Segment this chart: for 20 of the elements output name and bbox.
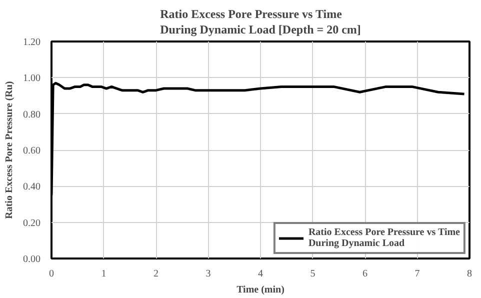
y-tick-label: 1.00 — [23, 73, 40, 84]
x-tick-label: 4 — [258, 268, 263, 280]
x-tick-label: 0 — [49, 268, 54, 280]
y-tick-label: 0.20 — [23, 218, 40, 229]
x-axis-title: Time (min) — [236, 284, 284, 296]
y-tick-label: 0.00 — [23, 254, 40, 265]
x-tick-label: 7 — [414, 268, 420, 280]
y-tick-label: 0.40 — [23, 182, 40, 193]
x-tick-label: 2 — [154, 268, 158, 280]
y-tick-label: 0.60 — [23, 146, 40, 156]
x-tick-label: 5 — [310, 268, 316, 280]
y-axis-title: Ratio Excess Pore Pressure (Ru) — [4, 81, 15, 219]
legend-label: Ratio Excess Pore Pressure vs Time During Dynamic Load — [308, 227, 460, 249]
x-tick-label: 6 — [362, 268, 368, 280]
x-tick-label: 8 — [467, 268, 472, 280]
x-tick-label: 1 — [101, 268, 106, 280]
y-tick-label: 0.80 — [23, 109, 40, 120]
chart-title: Ratio Excess Pore Pressure vs Time During Dynamic Load [Depth = 20 cm] — [160, 7, 361, 36]
x-tick-label: 3 — [206, 268, 211, 280]
y-tick-label: 1.20 — [23, 37, 40, 48]
